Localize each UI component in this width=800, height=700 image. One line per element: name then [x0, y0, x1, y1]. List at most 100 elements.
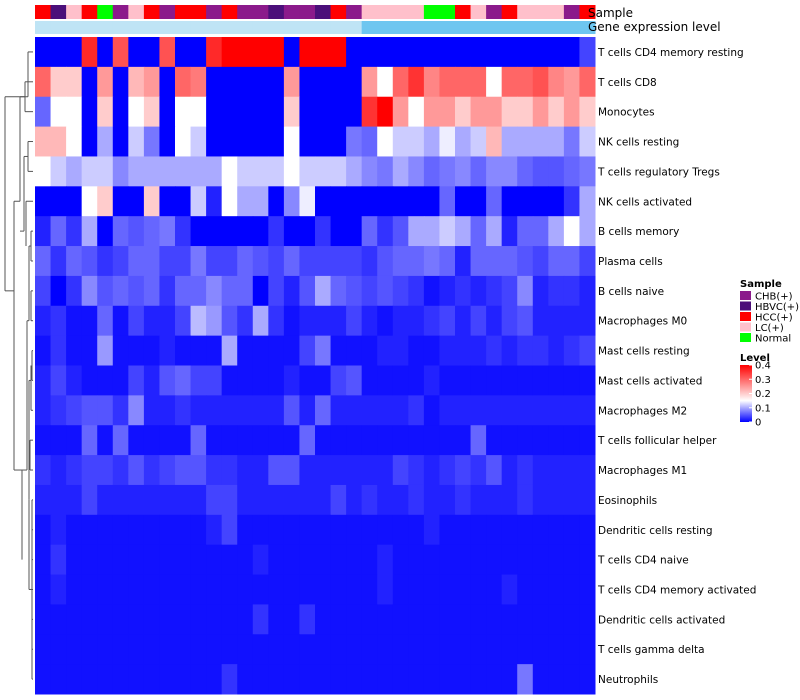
heatmap-cell — [315, 186, 332, 217]
heatmap-cell — [346, 335, 363, 366]
heatmap-cell — [97, 455, 114, 486]
heatmap-cell — [455, 37, 472, 68]
heatmap-cell — [501, 126, 518, 157]
heatmap-cell — [252, 425, 269, 456]
heatmap-cell — [128, 455, 145, 486]
legend-sample-swatch — [740, 322, 751, 332]
heatmap-cell — [532, 96, 549, 128]
heatmap-cell — [439, 664, 456, 695]
heatmap-cell — [143, 66, 160, 98]
heatmap-cell — [268, 365, 285, 396]
heatmap-cell — [81, 514, 98, 546]
heatmap-cell — [97, 37, 114, 68]
heatmap-cell — [486, 96, 503, 128]
level-annotation-cell — [206, 21, 223, 34]
heatmap-cell — [517, 395, 534, 426]
heatmap-cell — [190, 365, 207, 396]
heatmap-cell — [190, 216, 207, 247]
heatmap-cell — [377, 634, 394, 665]
heatmap-cell — [81, 395, 98, 426]
heatmap-cell — [143, 216, 160, 247]
level-annotation-cell — [439, 21, 456, 34]
heatmap-cell — [299, 186, 316, 217]
heatmap-cell — [283, 455, 300, 486]
heatmap-cell — [470, 544, 487, 576]
heatmap-cell — [361, 365, 378, 396]
heatmap-cell — [517, 634, 534, 665]
heatmap-cell — [423, 634, 440, 665]
heatmap-cell — [175, 455, 192, 486]
heatmap-cell — [517, 574, 534, 605]
heatmap-cell — [283, 604, 300, 635]
sample-annotation-cell — [377, 5, 394, 19]
heatmap-cell — [35, 96, 52, 128]
heatmap-cell — [159, 335, 176, 366]
heatmap-cell — [517, 664, 534, 695]
heatmap-cell — [486, 365, 503, 396]
heatmap-cell — [35, 186, 52, 217]
heatmap-cell — [283, 544, 300, 576]
level-annotation-cell — [315, 21, 332, 34]
level-annotation-cell — [579, 21, 596, 34]
heatmap-cell — [252, 156, 269, 187]
heatmap-cell — [81, 37, 98, 68]
heatmap-cell — [128, 275, 145, 307]
heatmap-cell — [486, 246, 503, 277]
heatmap-cell — [97, 514, 114, 546]
heatmap-cell — [268, 574, 285, 605]
heatmap-cell — [346, 664, 363, 695]
heatmap-cell — [283, 395, 300, 426]
heatmap-cell — [97, 96, 114, 128]
heatmap-cell — [330, 186, 347, 217]
heatmap-cell — [377, 246, 394, 277]
sample-annotation-cell — [221, 5, 238, 19]
heatmap-cell — [299, 484, 316, 516]
heatmap-cell — [315, 335, 332, 366]
heatmap-cell — [455, 395, 472, 426]
heatmap-cell — [159, 246, 176, 277]
heatmap-cell — [361, 156, 378, 187]
heatmap-cell — [299, 275, 316, 307]
heatmap-cell — [190, 126, 207, 157]
legend-sample-label: HCC(+) — [755, 313, 793, 324]
heatmap-cell — [268, 156, 285, 187]
heatmap-cell — [221, 484, 238, 516]
heatmap-cell — [175, 96, 192, 128]
heatmap-cell — [221, 216, 238, 247]
heatmap-cell — [206, 186, 223, 217]
heatmap-cell — [221, 604, 238, 635]
heatmap-cell — [112, 484, 129, 516]
heatmap-cell — [268, 37, 285, 68]
heatmap-cell — [377, 514, 394, 546]
heatmap-cell — [35, 664, 52, 695]
heatmap-cell — [579, 335, 596, 366]
level-annotation-cell — [532, 21, 549, 34]
heatmap-cell — [532, 574, 549, 605]
heatmap-cell — [206, 126, 223, 157]
heatmap-cell — [548, 574, 565, 605]
row-label: Eosinophils — [598, 495, 657, 507]
heatmap-cell — [579, 275, 596, 307]
heatmap-cell — [423, 96, 440, 128]
heatmap-cell — [517, 484, 534, 516]
heatmap-cell — [361, 186, 378, 217]
heatmap-cell — [97, 216, 114, 247]
heatmap-cell — [392, 246, 409, 277]
heatmap-cell — [175, 664, 192, 695]
level-annotation-cell — [563, 21, 580, 34]
heatmap-cell — [486, 126, 503, 157]
level-annotation-cell — [252, 21, 269, 34]
row-label: Macrophages M0 — [598, 316, 687, 328]
heatmap-cell — [315, 275, 332, 307]
heatmap-cell — [206, 96, 223, 128]
heatmap-cell — [237, 664, 254, 695]
heatmap-cell — [392, 604, 409, 635]
heatmap-cell — [315, 514, 332, 546]
heatmap-cell — [66, 664, 83, 695]
heatmap-cell — [392, 574, 409, 605]
heatmap-cell — [532, 664, 549, 695]
heatmap-cell — [346, 96, 363, 128]
heatmap-cell — [237, 216, 254, 247]
heatmap-cell — [579, 634, 596, 665]
heatmap-cell — [206, 395, 223, 426]
